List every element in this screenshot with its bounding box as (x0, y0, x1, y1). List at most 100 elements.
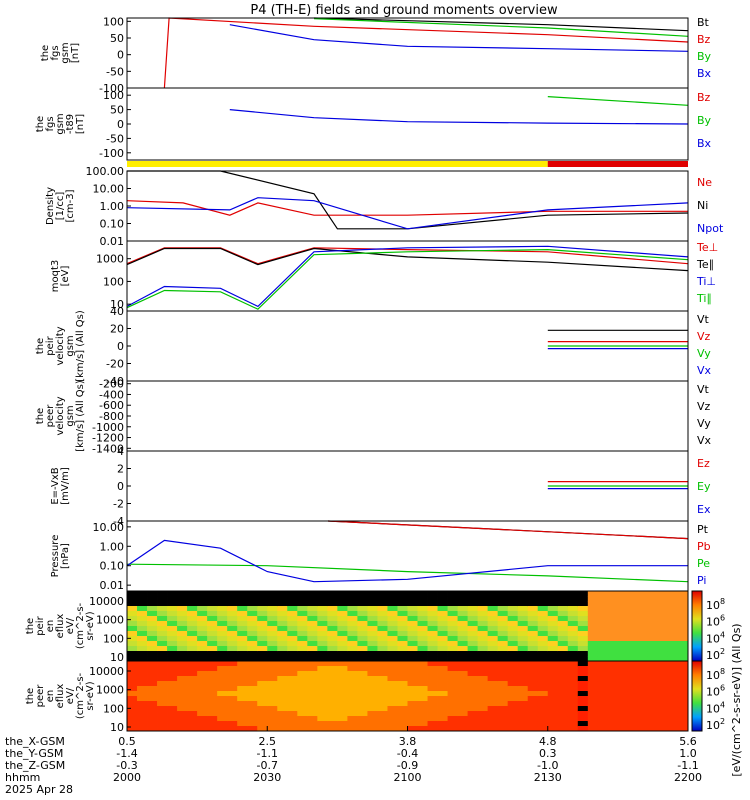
spectrogram-cell (637, 631, 649, 637)
spectrogram-cell (617, 716, 629, 722)
spectrogram-cell (537, 651, 549, 657)
spectrogram-cell (587, 626, 599, 632)
spectrogram-cell (337, 686, 348, 692)
spectrogram-cell (437, 721, 448, 727)
spectrogram-cell (247, 596, 258, 602)
spectrogram-cell (227, 681, 238, 687)
spectrogram-cell (587, 646, 599, 652)
spectrogram-cell (357, 716, 368, 722)
spectrogram-cell (487, 626, 499, 632)
spectrogram-cell (597, 596, 609, 602)
spectrogram-cell (347, 611, 358, 617)
spectrogram-cell (437, 686, 448, 692)
spectrogram-cell (637, 706, 649, 712)
spectrogram-cell (307, 646, 318, 652)
spectrogram-cell (497, 591, 509, 597)
spectrogram-cell (567, 706, 579, 712)
spectrogram-cell (287, 721, 298, 727)
spectrogram-cell (567, 631, 579, 637)
spectrogram-cell (597, 621, 609, 627)
spectrogram-cell (167, 636, 178, 642)
spectrogram-cell (657, 656, 669, 662)
spectrogram-cell (377, 621, 388, 627)
spectrogram-cell (607, 596, 619, 602)
spectrogram-cell (587, 611, 599, 617)
spectrogram-cell (467, 616, 479, 622)
spectrogram-cell (347, 631, 358, 637)
spectrogram-cell (267, 591, 278, 597)
spectrogram-cell (327, 611, 338, 617)
spectrogram-cell (657, 686, 669, 692)
spectrogram-cell (177, 646, 188, 652)
spectrogram-cell (157, 656, 168, 662)
spectrogram-cell (667, 671, 679, 677)
spectrogram-cell (267, 701, 278, 707)
spectrogram-cell (657, 601, 669, 607)
spectrogram-cell (647, 686, 659, 692)
y-tick-label: -100 (99, 82, 124, 95)
spectrogram-cell (607, 651, 619, 657)
spectrogram-cell (407, 701, 418, 707)
spectrogram-cell (677, 636, 689, 642)
spectrogram-cell (427, 651, 438, 657)
spectrogram-cell (437, 611, 448, 617)
spectrogram-cell (207, 596, 218, 602)
spectrogram-cell (217, 696, 228, 702)
spectrogram-cell (177, 726, 188, 732)
spectrogram-cell (237, 616, 248, 622)
spectrogram-cell (617, 711, 629, 717)
spectrogram-cell (197, 636, 208, 642)
spectrogram-cell (377, 701, 388, 707)
spectrogram-cell (307, 631, 318, 637)
spectrogram-cell (237, 601, 248, 607)
spectrogram-cell (187, 646, 198, 652)
spectrogram-cell (677, 606, 689, 612)
spectrogram-cell (257, 711, 268, 717)
spectrogram-cell (507, 726, 519, 732)
spectrogram-cell (537, 721, 549, 727)
spectrogram-cell (177, 601, 188, 607)
spectrogram-cell (447, 701, 458, 707)
spectrogram-cell (407, 681, 418, 687)
spectrogram-cell (647, 721, 659, 727)
panel-frame (126, 170, 689, 242)
spectrogram-cell (307, 691, 318, 697)
spectrogram-cell (157, 641, 168, 647)
spectrogram-cell (347, 721, 358, 727)
colorbar-tick-exponent: 8 (720, 597, 725, 606)
spectrogram-cell (307, 676, 318, 682)
spectrogram-cell (447, 661, 458, 667)
spectrogram-cell (637, 686, 649, 692)
spectrogram-cell (277, 716, 288, 722)
spectrogram-cell (317, 621, 328, 627)
spectrogram-cell (677, 601, 689, 607)
spectrogram-cell (337, 646, 348, 652)
series-line-Bx (229, 24, 689, 52)
spectrogram-cell (587, 671, 599, 677)
spectrogram-cell (137, 686, 148, 692)
spectrogram-cell (157, 666, 168, 672)
spectrogram-cell (467, 641, 479, 647)
spectrogram-cell (277, 641, 288, 647)
colorbar-tick-exponent: 2 (720, 647, 725, 656)
spectrogram-cell (587, 601, 599, 607)
spectrogram-cell (647, 596, 659, 602)
y-axis-label-line: gsm (65, 335, 76, 356)
spectrogram-cell (267, 621, 278, 627)
spectrogram-cell (487, 686, 499, 692)
spectrogram-cell (187, 701, 198, 707)
spectrogram-cell (497, 651, 509, 657)
spectrogram-cell (637, 676, 649, 682)
footer-row-value: 0.5 (118, 735, 136, 748)
y-axis-label: Density[1/cc][cm-3] (45, 187, 76, 225)
spectrogram-cell (167, 711, 178, 717)
spectrogram-cell (327, 666, 338, 672)
y-tick-label: 10000 (89, 595, 124, 608)
spectrogram-cell (627, 691, 639, 697)
spectrogram-cell (637, 601, 649, 607)
spectrogram-cell (607, 601, 619, 607)
spectrogram-cell (297, 646, 308, 652)
spectrogram-cell (557, 711, 569, 717)
spectrogram-cell (347, 661, 358, 667)
spectrogram-cell (397, 691, 408, 697)
